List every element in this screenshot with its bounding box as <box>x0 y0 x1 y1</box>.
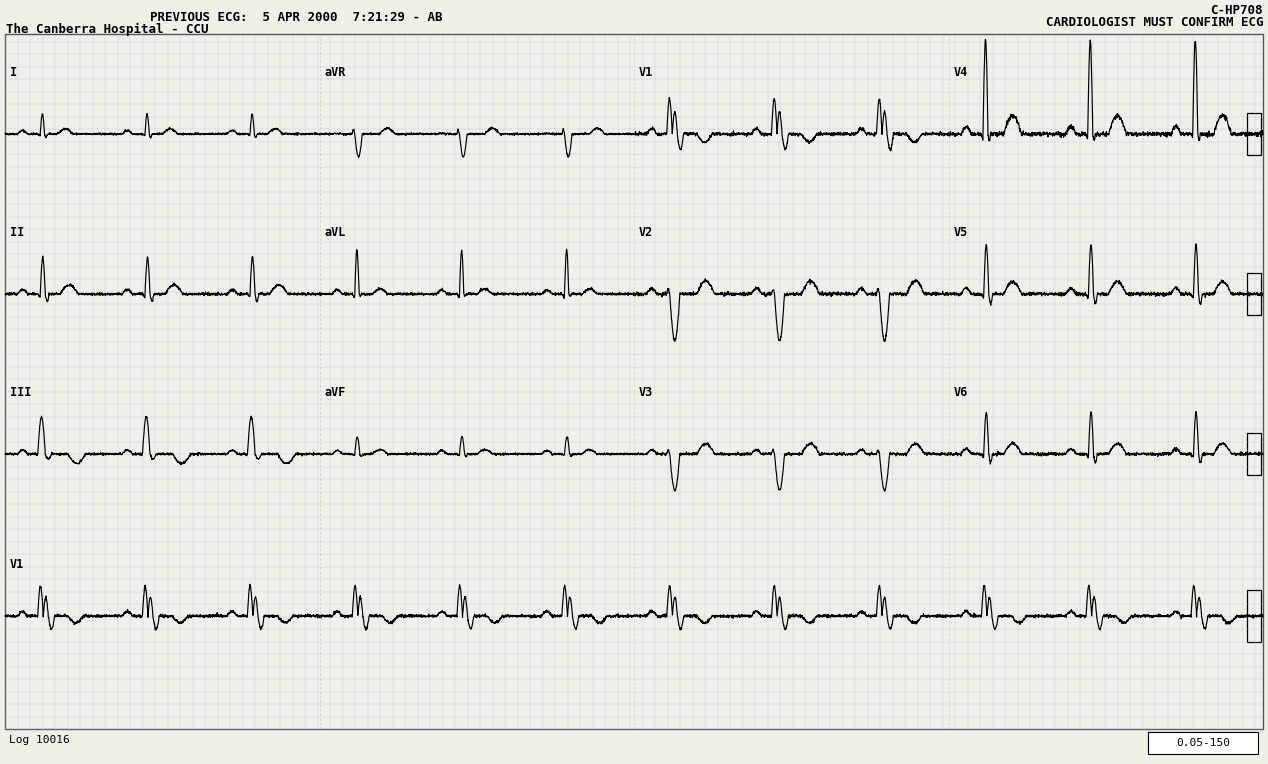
Text: V3: V3 <box>639 386 653 399</box>
Text: The Canberra Hospital - CCU: The Canberra Hospital - CCU <box>6 23 208 36</box>
Bar <box>1246 590 1260 642</box>
Text: II: II <box>10 225 24 238</box>
Text: C-HP708: C-HP708 <box>1211 4 1263 17</box>
Text: V5: V5 <box>954 225 967 238</box>
Text: aVL: aVL <box>325 225 346 238</box>
Text: III: III <box>10 386 32 399</box>
Text: aVF: aVF <box>325 386 346 399</box>
Text: V1: V1 <box>639 66 653 79</box>
Bar <box>1246 433 1260 475</box>
Text: V2: V2 <box>639 225 653 238</box>
Text: I: I <box>10 66 18 79</box>
Text: CARDIOLOGIST MUST CONFIRM ECG: CARDIOLOGIST MUST CONFIRM ECG <box>1046 16 1263 29</box>
Text: PREVIOUS ECG:  5 APR 2000  7:21:29 - AB: PREVIOUS ECG: 5 APR 2000 7:21:29 - AB <box>150 11 443 24</box>
Text: V4: V4 <box>954 66 967 79</box>
Bar <box>1148 732 1258 754</box>
Text: V6: V6 <box>954 386 967 399</box>
Bar <box>1246 113 1260 155</box>
Text: V1: V1 <box>10 558 24 571</box>
Bar <box>1246 273 1260 315</box>
Text: aVR: aVR <box>325 66 346 79</box>
Text: Log 10016: Log 10016 <box>9 735 70 745</box>
Text: 0.05-150: 0.05-150 <box>1175 738 1230 748</box>
